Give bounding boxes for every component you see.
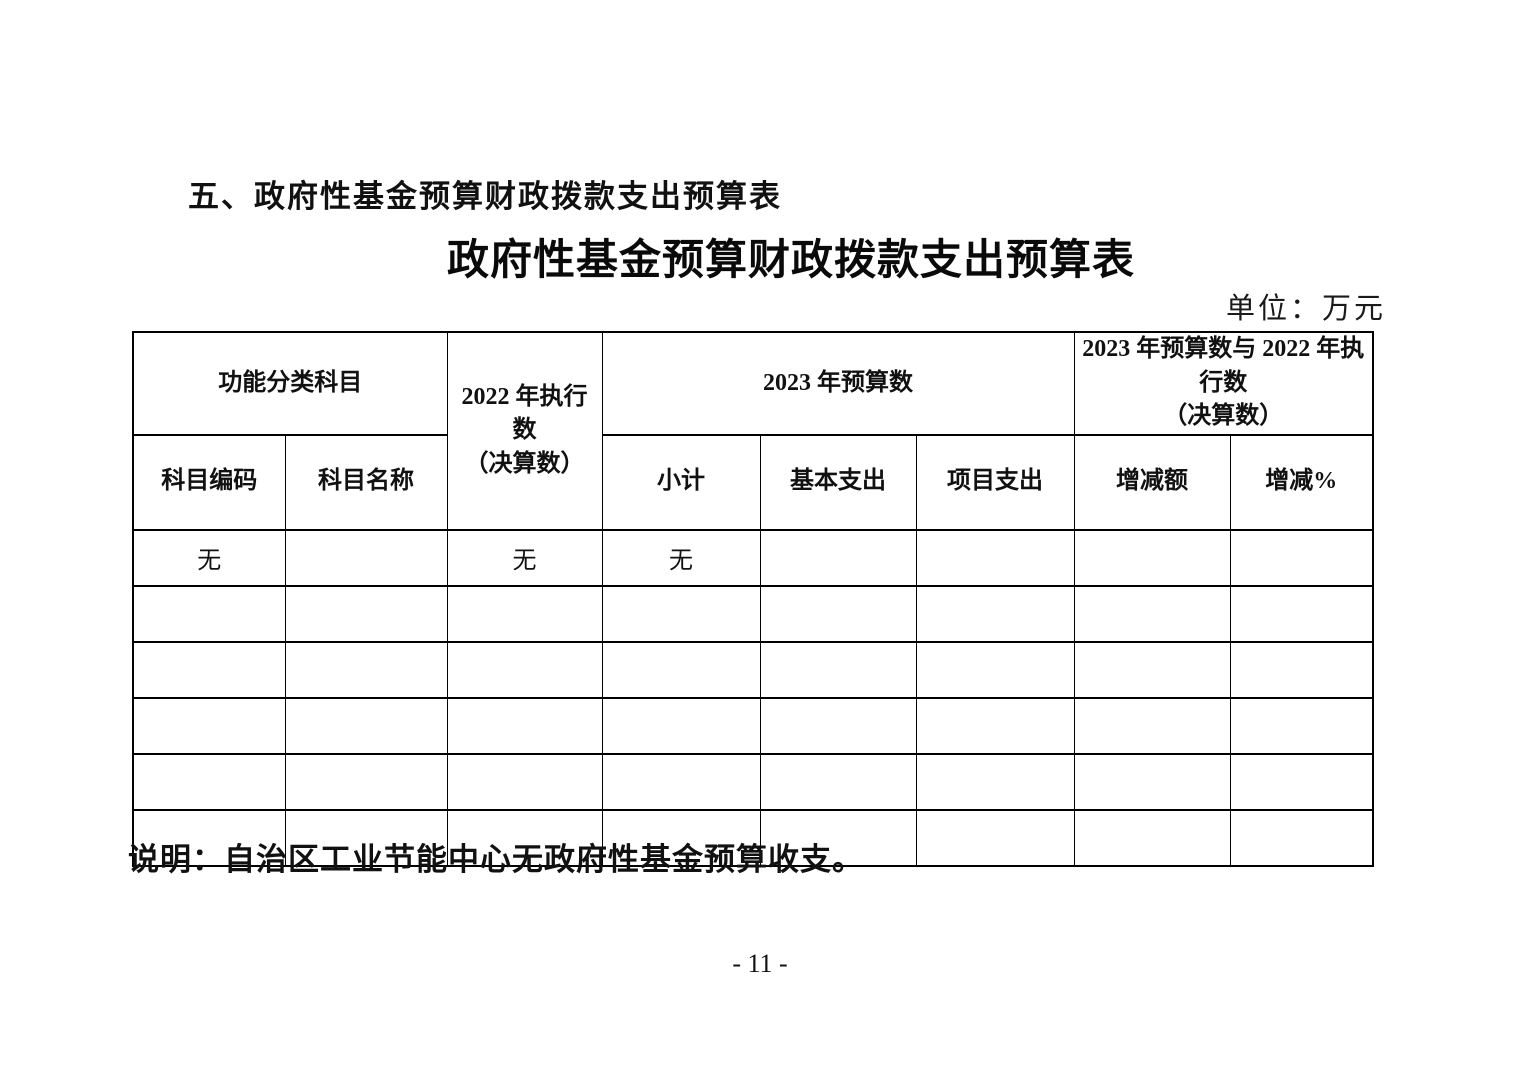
budget-table: 功能分类科目 2022 年执行数 （决算数） 2023 年预算数 2023 年预…	[132, 331, 1374, 867]
table-cell	[132, 752, 286, 811]
table-cell	[759, 752, 917, 811]
table-cell	[1229, 752, 1374, 811]
table-row	[132, 752, 1374, 811]
header-exec-2022-line2: （决算数）	[464, 450, 585, 477]
table-cell	[446, 808, 603, 867]
table-cell	[601, 584, 761, 643]
table-body: 无无无	[132, 528, 1374, 867]
table-cell	[1073, 752, 1231, 811]
table-cell	[915, 584, 1075, 643]
table-cell: 无	[132, 528, 286, 587]
header-exec-2022-line1: 2022 年执行数	[461, 383, 588, 444]
table-cell	[1229, 696, 1374, 755]
table-cell	[284, 640, 448, 699]
table-cell	[1073, 528, 1231, 587]
table-cell	[1073, 640, 1231, 699]
header-basic-expenditure: 基本支出	[759, 433, 917, 531]
table-cell	[446, 752, 603, 811]
table-cell	[915, 528, 1075, 587]
header-exec-2022: 2022 年执行数 （决算数）	[446, 331, 603, 531]
table-cell	[601, 752, 761, 811]
header-project-expenditure: 项目支出	[915, 433, 1075, 531]
table-cell	[446, 696, 603, 755]
table-cell	[915, 640, 1075, 699]
header-subject-code: 科目编码	[132, 433, 286, 531]
table-cell	[132, 696, 286, 755]
table-cell	[132, 640, 286, 699]
table-cell	[759, 640, 917, 699]
table-cell	[132, 808, 286, 867]
table-cell	[446, 584, 603, 643]
table-cell	[915, 696, 1075, 755]
header-subject-name: 科目名称	[284, 433, 448, 531]
header-functional-category: 功能分类科目	[132, 331, 448, 436]
table-row: 无无无	[132, 528, 1374, 587]
table-cell	[759, 696, 917, 755]
table-cell	[284, 528, 448, 587]
table-row	[132, 808, 1374, 867]
table-title: 政府性基金预算财政拨款支出预算表	[446, 238, 1135, 284]
note: 说明：自治区工业节能中心无政府性基金预算收支。	[128, 842, 864, 877]
table-cell	[915, 752, 1075, 811]
header-comparison-line1: 2023 年预算数与 2022 年执行数	[1082, 336, 1365, 396]
header-subtotal: 小计	[601, 433, 761, 531]
table-cell	[1073, 584, 1231, 643]
table-cell	[1229, 640, 1374, 699]
header-comparison-line2: （决算数）	[1163, 403, 1284, 430]
table-cell	[284, 752, 448, 811]
section-heading: 五、政府性基金预算财政拨款支出预算表	[188, 179, 782, 214]
table-cell	[759, 584, 917, 643]
table-cell	[1229, 584, 1374, 643]
table-header: 功能分类科目 2022 年执行数 （决算数） 2023 年预算数 2023 年预…	[132, 331, 1374, 531]
table-cell	[446, 640, 603, 699]
table-cell	[759, 528, 917, 587]
table-cell	[759, 808, 917, 867]
table-cell	[601, 640, 761, 699]
header-comparison: 2023 年预算数与 2022 年执行数 （决算数）	[1073, 331, 1374, 436]
header-row-group: 功能分类科目 2022 年执行数 （决算数） 2023 年预算数 2023 年预…	[132, 331, 1374, 531]
table-cell	[915, 808, 1075, 867]
page-number: - 11 -	[732, 949, 788, 978]
table-cell	[284, 696, 448, 755]
header-row-columns: 科目编码 科目名称 小计 基本支出 项目支出 增减额 增减%	[132, 433, 1374, 531]
table-cell	[1073, 696, 1231, 755]
unit-label: 单位：万元	[1225, 293, 1386, 325]
table-cell: 无	[446, 528, 603, 587]
table-cell	[1229, 808, 1374, 867]
header-change-percent: 增减%	[1229, 433, 1374, 531]
table-row	[132, 696, 1374, 755]
table-cell	[1073, 808, 1231, 867]
table-cell	[284, 808, 448, 867]
table-cell	[1229, 528, 1374, 587]
table-row	[132, 640, 1374, 699]
table-cell	[132, 584, 286, 643]
header-change-amount: 增减额	[1073, 433, 1231, 531]
table-cell: 无	[601, 528, 761, 587]
table-cell	[284, 584, 448, 643]
table-cell	[601, 696, 761, 755]
table-row	[132, 584, 1374, 643]
header-budget-2023: 2023 年预算数	[601, 331, 1075, 436]
